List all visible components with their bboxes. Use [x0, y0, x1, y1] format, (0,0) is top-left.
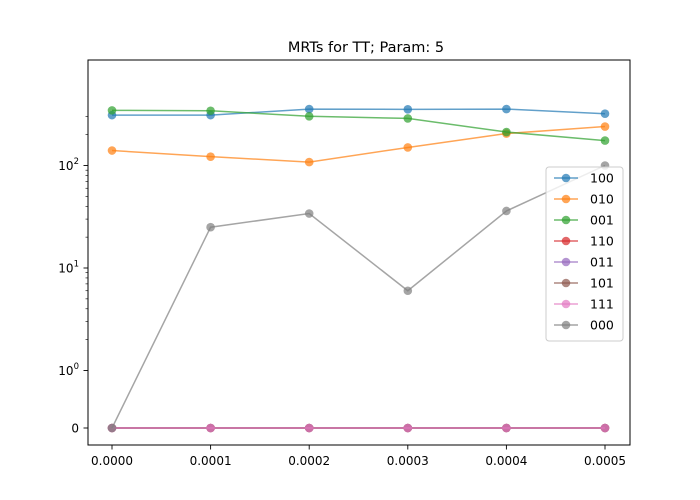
legend-label-011: 011 — [590, 255, 614, 270]
legend-marker-001 — [561, 215, 571, 225]
series-line-001 — [111, 109, 606, 142]
data-point-001-1 — [206, 106, 215, 116]
x-tick-label: 0.0003 — [387, 454, 429, 468]
data-point-000-1 — [206, 222, 215, 232]
legend-marker-100 — [561, 173, 571, 183]
data-point-010-0 — [107, 146, 117, 155]
legend-marker-110 — [561, 236, 571, 246]
data-point-100-4 — [502, 104, 511, 114]
legend-label-001: 001 — [590, 213, 614, 228]
legend-marker-000 — [561, 320, 571, 330]
x-tick-label: 0.0000 — [91, 454, 133, 468]
y-tick-label: 102 — [58, 157, 79, 173]
y-tick-label: 100 — [58, 362, 79, 378]
data-point-000-2 — [304, 209, 314, 218]
legend: 100 010 001 110 011 101 111 000 — [545, 166, 624, 342]
data-point-100-3 — [403, 105, 413, 114]
legend-label-110: 110 — [590, 234, 614, 249]
legend-marker-011 — [561, 257, 571, 267]
data-point-001-3 — [403, 114, 413, 123]
data-point-111-5 — [600, 423, 610, 433]
data-point-001-0 — [107, 106, 117, 115]
legend-label-111: 111 — [590, 297, 614, 312]
data-point-010-1 — [206, 152, 215, 161]
y-tick-label: 101 — [58, 260, 79, 276]
x-tick-label: 0.0002 — [288, 454, 330, 468]
legend-marker-101 — [561, 278, 571, 288]
legend-marker-010 — [561, 194, 571, 204]
x-tick-label: 0.0005 — [584, 454, 626, 468]
data-point-001-4 — [502, 127, 511, 137]
y-tick-label: 0 — [71, 422, 79, 436]
data-point-000-3 — [403, 286, 413, 296]
legend-marker-111 — [561, 299, 571, 309]
data-point-001-5 — [600, 136, 610, 145]
data-point-000-0 — [107, 423, 117, 433]
axes-frame — [87, 59, 631, 446]
x-tick-label: 0.0001 — [190, 454, 232, 468]
legend-label-010: 010 — [590, 192, 614, 207]
axes: 0.0000 0.0001 0.0002 0.0003 0.0004 0.00050100… — [58, 59, 631, 468]
data-point-111-1 — [206, 423, 215, 433]
series-line-000 — [111, 164, 606, 429]
chart-title: MRTs for TT; Param: 5 — [288, 40, 444, 56]
data-point-010-2 — [304, 157, 314, 167]
data-point-100-5 — [600, 109, 610, 119]
x-tick-label: 0.0004 — [485, 454, 527, 468]
plot-area — [107, 104, 610, 433]
data-point-000-4 — [502, 206, 511, 216]
series-line-100 — [112, 108, 606, 116]
data-point-111-2 — [304, 423, 314, 433]
legend-box — [545, 166, 624, 342]
legend-label-100: 100 — [590, 171, 614, 186]
data-point-010-5 — [600, 122, 610, 131]
data-point-001-2 — [304, 112, 314, 121]
data-point-100-2 — [304, 104, 314, 114]
data-point-111-4 — [502, 423, 511, 433]
series-line-010 — [111, 125, 606, 163]
data-point-111-3 — [403, 423, 413, 433]
data-point-010-3 — [403, 143, 413, 152]
legend-label-101: 101 — [590, 276, 614, 291]
legend-label-000: 000 — [590, 318, 614, 333]
